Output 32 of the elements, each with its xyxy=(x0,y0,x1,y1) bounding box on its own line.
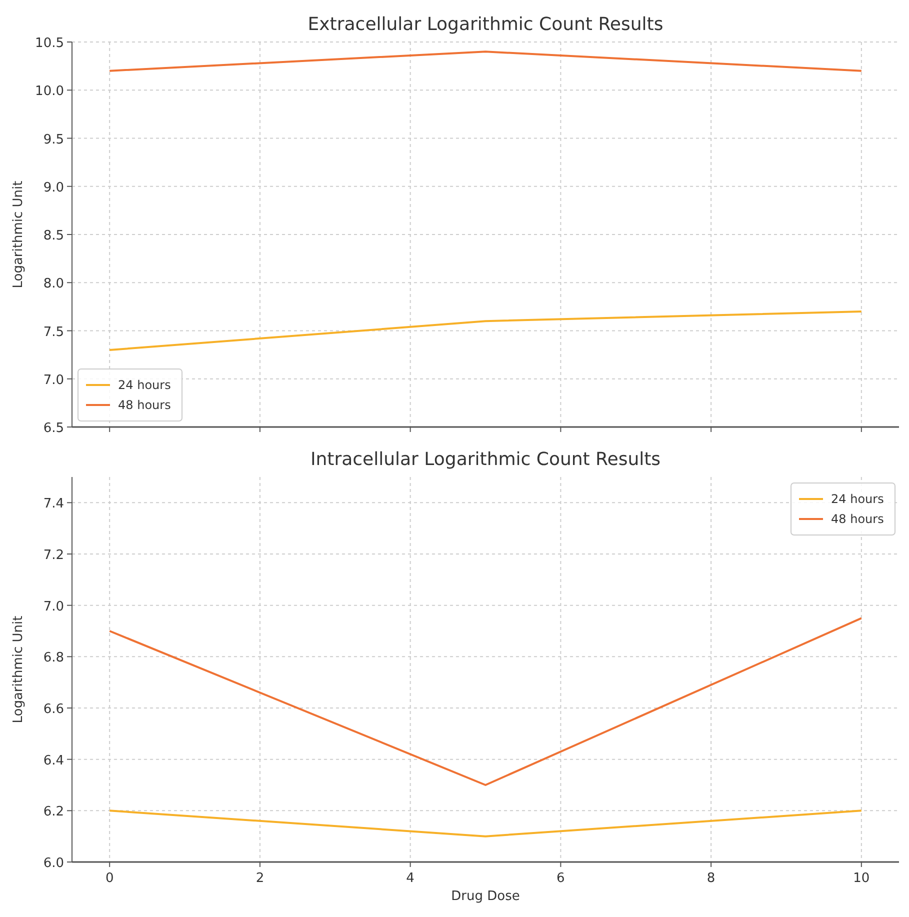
y-tick-label: 10.0 xyxy=(35,84,64,100)
y-tick-label: 6.8 xyxy=(43,650,64,666)
y-tick-label: 7.0 xyxy=(43,372,64,388)
x-tick-label: 6 xyxy=(556,871,565,886)
y-tick-label: 6.4 xyxy=(43,753,64,768)
y-tick-label: 6.2 xyxy=(43,804,64,820)
x-tick-label: 4 xyxy=(406,871,414,886)
y-tick-label: 7.5 xyxy=(43,324,64,340)
y-axis-title: Logarithmic Unit xyxy=(11,180,26,288)
y-tick-label: 7.2 xyxy=(43,548,64,563)
y-tick-label: 7.0 xyxy=(43,599,64,614)
x-tick-label: 0 xyxy=(105,871,114,886)
y-tick-label: 8.0 xyxy=(43,276,64,292)
x-tick-label: 2 xyxy=(256,871,264,886)
y-tick-label: 6.5 xyxy=(43,421,64,436)
legend-label: 24 hours xyxy=(831,492,884,506)
legend-label: 48 hours xyxy=(118,398,171,412)
x-axis-title: Drug Dose xyxy=(451,889,520,904)
y-tick-label: 9.5 xyxy=(43,132,64,148)
y-tick-label: 6.0 xyxy=(43,856,64,871)
y-tick-label: 6.6 xyxy=(43,702,64,717)
y-tick-label: 8.5 xyxy=(43,228,64,244)
chart-title: Extracellular Logarithmic Count Results xyxy=(308,14,664,35)
x-tick-label: 8 xyxy=(706,871,716,886)
y-tick-label: 10.5 xyxy=(35,36,64,51)
chart-title: Intracellular Logarithmic Count Results xyxy=(310,449,661,470)
y-tick-label: 9.0 xyxy=(43,180,64,196)
y-tick-label: 7.4 xyxy=(43,496,64,512)
legend-label: 48 hours xyxy=(831,512,884,526)
legend-label: 24 hours xyxy=(118,378,171,392)
x-tick-label: 10 xyxy=(853,871,870,886)
y-axis-title: Logarithmic Unit xyxy=(11,616,26,724)
